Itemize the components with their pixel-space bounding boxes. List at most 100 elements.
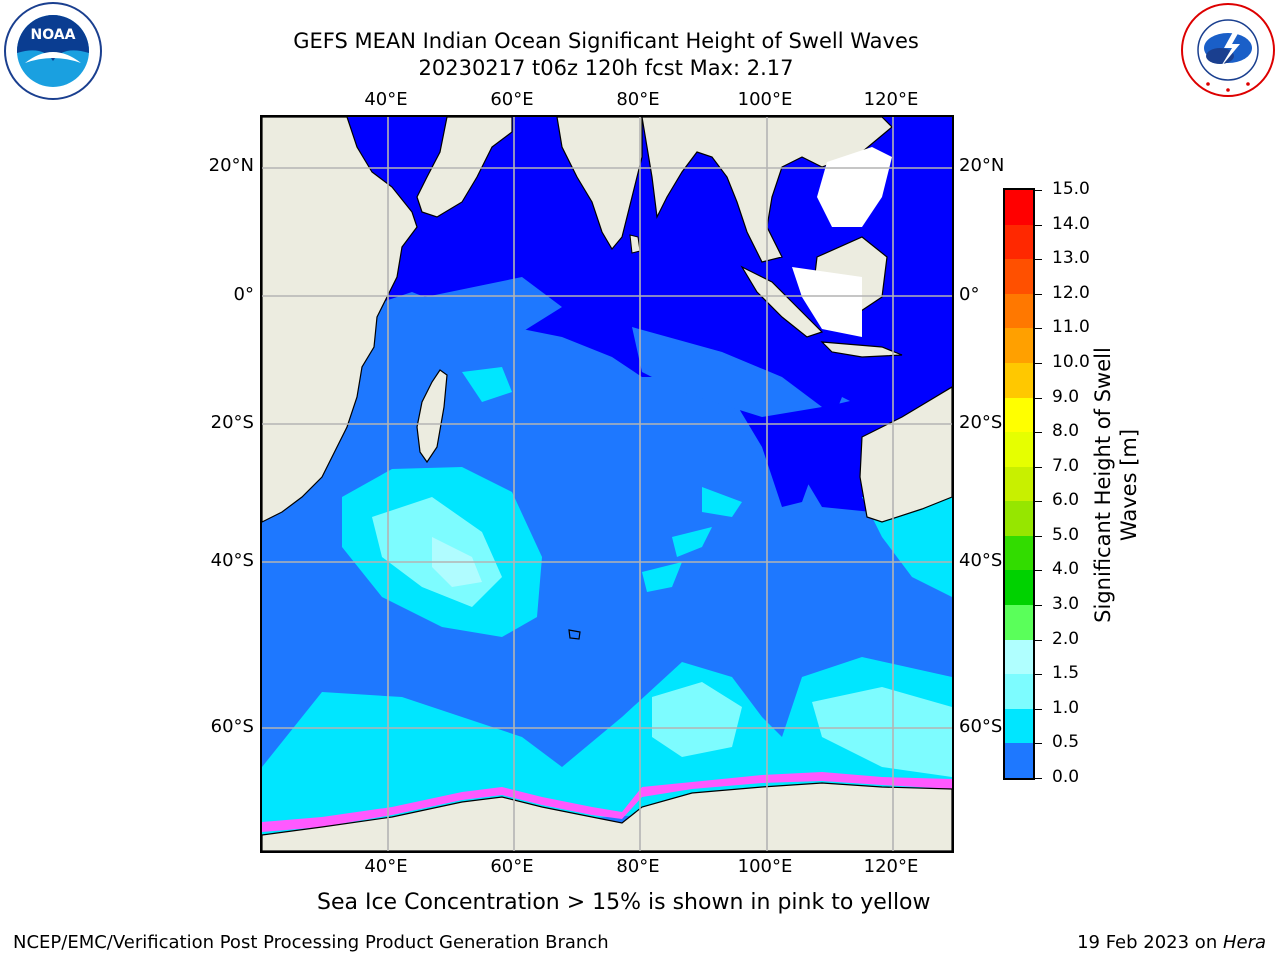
cyan-patch-south-central bbox=[642, 562, 682, 592]
lat-label-left-20n: 20°N bbox=[208, 155, 254, 176]
colorbar-tick-label: 3.0 bbox=[1052, 594, 1080, 615]
mid-blue-patch-central bbox=[632, 327, 822, 417]
colorbar-tick-label: 4.0 bbox=[1052, 559, 1080, 580]
colorbar-tick-label: 5.0 bbox=[1052, 524, 1080, 545]
colorbar-tick bbox=[1035, 535, 1042, 537]
colorbar bbox=[1003, 188, 1035, 780]
map-subtitle: 20230217 t06z 120h fcst Max: 2.17 bbox=[418, 56, 794, 80]
antarctica-landmass bbox=[262, 782, 952, 851]
colorbar-segment bbox=[1005, 224, 1033, 260]
nws-logo bbox=[1178, 2, 1278, 98]
colorbar-tick bbox=[1035, 432, 1042, 434]
colorbar-segment bbox=[1005, 743, 1033, 779]
colorbar-segment bbox=[1005, 293, 1033, 329]
lon-label-top-60e: 60°E bbox=[490, 89, 534, 110]
colorbar-segment bbox=[1005, 501, 1033, 537]
colorbar-tick bbox=[1035, 328, 1042, 330]
colorbar-tick bbox=[1035, 570, 1042, 572]
colorbar-tick bbox=[1035, 674, 1042, 676]
footer-credit: NCEP/EMC/Verification Post Processing Pr… bbox=[13, 932, 609, 953]
colorbar-segment bbox=[1005, 639, 1033, 675]
colorbar-tick-label: 1.5 bbox=[1052, 663, 1080, 684]
lat-label-right-20n: 20°N bbox=[959, 155, 1005, 176]
noaa-logo-text: NOAA bbox=[31, 27, 76, 43]
lon-label-top-40e: 40°E bbox=[364, 89, 408, 110]
colorbar-tick bbox=[1035, 708, 1042, 710]
mid-blue-patch-east-africa bbox=[377, 277, 562, 332]
sea-ice-edge bbox=[262, 772, 952, 832]
footer-date-text: 19 Feb 2023 on bbox=[1077, 932, 1223, 953]
lon-label-bottom-60e: 60°E bbox=[490, 856, 534, 877]
sea-ice-caption: Sea Ice Concentration > 15% is shown in … bbox=[317, 890, 931, 915]
colorbar-tick-label: 1.0 bbox=[1052, 697, 1080, 718]
colorbar-segment bbox=[1005, 190, 1033, 226]
madagascar-landmass bbox=[416, 369, 448, 464]
noaa-logo: NOAA bbox=[3, 1, 103, 101]
colorbar-segment bbox=[1005, 328, 1033, 364]
colorbar-tick-label: 15.0 bbox=[1052, 179, 1090, 199]
colorbar-segment bbox=[1005, 570, 1033, 606]
colorbar-tick-label: 9.0 bbox=[1052, 386, 1080, 407]
cyan-patch-small bbox=[672, 527, 712, 557]
colorbar-tick-label: 12.0 bbox=[1052, 282, 1090, 303]
colorbar-axis-title-line2: Waves [m] bbox=[1117, 428, 1141, 542]
swell-height-map bbox=[260, 115, 954, 853]
colorbar-segment bbox=[1005, 535, 1033, 571]
colorbar-tick-label: 8.0 bbox=[1052, 421, 1080, 442]
colorbar-tick bbox=[1035, 397, 1042, 399]
footer-date: 19 Feb 2023 on Hera bbox=[1077, 932, 1266, 953]
colorbar-segment bbox=[1005, 259, 1033, 295]
colorbar-tick bbox=[1035, 224, 1042, 226]
africa-landmass bbox=[262, 117, 418, 523]
light-cyan-band-south bbox=[652, 682, 742, 757]
java-landmass bbox=[820, 341, 903, 358]
colorbar-tick bbox=[1035, 639, 1042, 641]
lat-label-left-40s: 40°S bbox=[210, 550, 254, 571]
colorbar-tick-label: 13.0 bbox=[1052, 248, 1090, 269]
colorbar-tick-label: 7.0 bbox=[1052, 455, 1080, 476]
cyan-patch-central bbox=[702, 487, 742, 517]
colorbar-tick bbox=[1035, 293, 1042, 295]
lon-label-bottom-120e: 120°E bbox=[863, 856, 919, 877]
arabia-landmass bbox=[416, 117, 513, 218]
lat-label-left-0: 0° bbox=[233, 284, 254, 305]
lon-label-top-80e: 80°E bbox=[616, 89, 660, 110]
cyan-patch-mascarene bbox=[462, 367, 512, 402]
colorbar-segment bbox=[1005, 605, 1033, 641]
colorbar-tick bbox=[1035, 743, 1042, 745]
lat-label-right-20s: 20°S bbox=[959, 412, 1003, 433]
lat-label-left-20s: 20°S bbox=[210, 412, 254, 433]
india-landmass bbox=[556, 117, 643, 251]
lon-label-bottom-40e: 40°E bbox=[364, 856, 408, 877]
lon-label-bottom-80e: 80°E bbox=[616, 856, 660, 877]
colorbar-tick bbox=[1035, 362, 1042, 364]
colorbar-tick bbox=[1035, 778, 1042, 779]
colorbar-tick-label: 2.0 bbox=[1052, 628, 1080, 649]
lon-label-top-100e: 100°E bbox=[737, 89, 793, 110]
colorbar-tick bbox=[1035, 501, 1042, 503]
masked-java-sea bbox=[792, 267, 862, 337]
lat-label-right-0: 0° bbox=[959, 284, 980, 305]
australia-landmass bbox=[859, 386, 952, 523]
colorbar-tick-label: 10.0 bbox=[1052, 351, 1090, 372]
colorbar-segment bbox=[1005, 674, 1033, 710]
colorbar-segment bbox=[1005, 708, 1033, 744]
colorbar-tick-label: 11.0 bbox=[1052, 317, 1090, 338]
cyan-patch-southeast bbox=[862, 497, 952, 597]
colorbar-segment bbox=[1005, 397, 1033, 433]
colorbar-tick bbox=[1035, 259, 1042, 261]
colorbar-segment bbox=[1005, 466, 1033, 502]
colorbar-tick-label: 0.5 bbox=[1052, 732, 1080, 753]
kerguelen-island bbox=[568, 629, 581, 640]
colorbar-tick bbox=[1035, 605, 1042, 607]
map-title: GEFS MEAN Indian Ocean Significant Heigh… bbox=[293, 29, 919, 53]
lon-label-bottom-100e: 100°E bbox=[737, 856, 793, 877]
colorbar-tick bbox=[1035, 190, 1042, 191]
colorbar-segment bbox=[1005, 362, 1033, 399]
colorbar-tick-label: 0.0 bbox=[1052, 767, 1080, 787]
lon-label-top-120e: 120°E bbox=[863, 89, 919, 110]
colorbar-axis-title: Significant Height of Swell Waves [m] bbox=[1090, 305, 1142, 665]
colorbar-tick-label: 14.0 bbox=[1052, 213, 1090, 234]
lat-label-right-60s: 60°S bbox=[959, 716, 1003, 737]
colorbar-segment bbox=[1005, 432, 1033, 468]
